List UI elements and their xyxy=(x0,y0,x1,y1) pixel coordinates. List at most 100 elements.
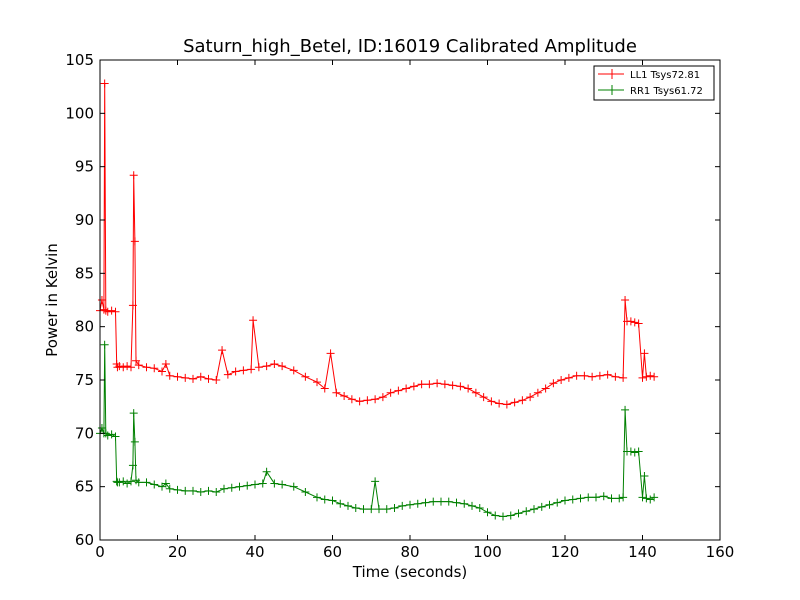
data-point-ll1 xyxy=(212,376,221,384)
data-point-ll1 xyxy=(129,171,138,180)
data-point-rr1 xyxy=(189,486,197,495)
data-point-ll1 xyxy=(619,373,628,382)
chart-title: Saturn_high_Betel, ID:16019 Calibrated A… xyxy=(183,36,637,57)
data-point-rr1 xyxy=(592,493,600,502)
data-point-rr1 xyxy=(235,482,244,491)
data-point-ll1 xyxy=(270,360,279,368)
data-point-rr1 xyxy=(123,479,132,488)
data-point-ll1 xyxy=(347,395,356,404)
data-point-rr1 xyxy=(398,501,407,510)
x-tick-label: 20 xyxy=(168,543,187,561)
data-point-rr1 xyxy=(444,497,453,506)
data-point-rr1 xyxy=(630,448,639,457)
y-tick-label: 95 xyxy=(75,158,94,176)
legend-label-rr1: RR1 Tsys61.72 xyxy=(630,86,703,97)
series-line-ll1 xyxy=(99,83,655,406)
data-point-ll1 xyxy=(254,363,263,372)
data-point-ll1 xyxy=(541,384,550,393)
data-point-rr1 xyxy=(646,495,655,504)
data-point-ll1 xyxy=(247,365,256,374)
data-point-rr1 xyxy=(196,488,205,496)
data-point-rr1 xyxy=(111,432,120,441)
data-point-rr1 xyxy=(258,479,267,488)
data-point-ll1 xyxy=(161,360,170,368)
data-point-ll1 xyxy=(650,372,659,381)
data-point-ll1 xyxy=(588,372,597,381)
data-point-rr1 xyxy=(421,498,430,507)
data-point-rr1 xyxy=(161,479,170,488)
data-point-rr1 xyxy=(375,505,383,514)
data-point-ll1 xyxy=(471,388,480,397)
legend-box xyxy=(593,65,715,101)
data-point-rr1 xyxy=(382,505,391,514)
data-point-rr1 xyxy=(599,492,608,501)
data-point-ll1 xyxy=(173,372,182,381)
data-point-ll1 xyxy=(100,79,109,88)
data-point-ll1 xyxy=(603,370,612,379)
data-point-rr1 xyxy=(429,497,438,506)
data-point-rr1 xyxy=(115,478,124,487)
legend-marker-ll1 xyxy=(607,69,617,79)
data-point-ll1 xyxy=(595,371,604,380)
data-point-ll1 xyxy=(638,373,647,382)
data-point-ll1 xyxy=(278,362,287,371)
data-point-rr1 xyxy=(301,488,310,496)
data-point-rr1 xyxy=(522,507,531,516)
data-point-rr1 xyxy=(320,495,329,504)
data-point-ll1 xyxy=(440,380,449,389)
data-point-ll1 xyxy=(363,396,372,405)
data-point-rr1 xyxy=(129,409,138,418)
data-point-ll1 xyxy=(107,306,116,315)
y-tick-label: 100 xyxy=(65,104,94,122)
x-tick-label: 120 xyxy=(551,543,580,561)
data-point-ll1 xyxy=(313,378,321,387)
data-point-ll1 xyxy=(533,388,542,397)
data-point-rr1 xyxy=(351,504,360,512)
data-point-ll1 xyxy=(564,373,573,382)
data-point-rr1 xyxy=(142,478,151,487)
y-tick-label: 85 xyxy=(75,264,94,282)
data-point-rr1 xyxy=(619,493,628,502)
data-point-rr1 xyxy=(270,479,279,488)
data-point-ll1 xyxy=(646,371,655,380)
data-point-rr1 xyxy=(468,501,476,510)
data-point-rr1 xyxy=(173,485,182,494)
data-point-ll1 xyxy=(223,370,232,379)
data-point-rr1 xyxy=(251,480,259,489)
data-point-rr1 xyxy=(181,486,190,495)
data-point-ll1 xyxy=(640,349,649,358)
data-point-rr1 xyxy=(328,496,337,505)
data-point-rr1 xyxy=(621,405,630,414)
data-point-rr1 xyxy=(371,477,380,486)
data-point-ll1 xyxy=(150,364,159,373)
data-point-ll1 xyxy=(123,362,132,371)
data-point-ll1 xyxy=(262,362,271,371)
y-tick-label: 60 xyxy=(75,531,94,549)
data-point-ll1 xyxy=(394,386,403,395)
data-point-ll1 xyxy=(130,237,139,246)
data-point-rr1 xyxy=(452,498,461,507)
data-point-rr1 xyxy=(220,484,228,493)
data-point-ll1 xyxy=(181,373,190,382)
data-point-ll1 xyxy=(448,381,457,390)
data-point-ll1 xyxy=(495,399,504,408)
data-point-rr1 xyxy=(545,500,554,509)
data-point-ll1 xyxy=(204,374,213,383)
data-point-ll1 xyxy=(630,318,639,327)
data-point-rr1 xyxy=(359,505,368,514)
data-point-rr1 xyxy=(491,511,500,520)
data-point-ll1 xyxy=(417,380,426,389)
data-point-ll1 xyxy=(340,392,349,400)
data-point-ll1 xyxy=(127,363,135,372)
data-point-rr1 xyxy=(553,498,562,507)
data-point-ll1 xyxy=(549,379,558,388)
y-tick-label: 105 xyxy=(65,51,94,69)
y-tick-label: 80 xyxy=(75,318,94,336)
data-point-ll1 xyxy=(371,395,380,404)
data-point-ll1 xyxy=(355,397,364,406)
data-point-rr1 xyxy=(313,493,321,502)
data-point-rr1 xyxy=(150,480,159,489)
x-tick-label: 80 xyxy=(400,543,419,561)
data-point-rr1 xyxy=(128,461,137,470)
data-point-rr1 xyxy=(227,483,236,492)
